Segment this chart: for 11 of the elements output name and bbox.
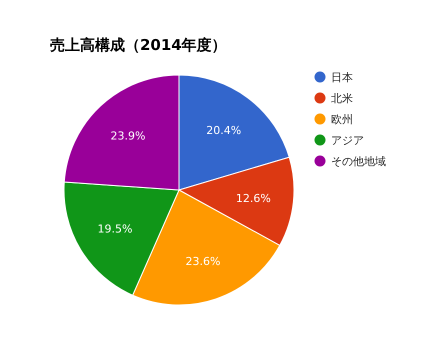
legend-label: 日本 xyxy=(331,71,353,84)
legend-label: その他地域 xyxy=(331,155,386,168)
chart-title: 売上高構成（2014年度） xyxy=(50,36,227,54)
legend-label: アジア xyxy=(331,134,364,147)
data-label: 19.5% xyxy=(98,222,132,236)
data-label: 12.6% xyxy=(236,192,271,205)
data-label: 20.4% xyxy=(206,124,242,138)
data-label: 23.9% xyxy=(110,129,146,142)
data-label: 23.6% xyxy=(186,254,220,268)
legend-label: 北米 xyxy=(331,92,353,105)
legend-label: 欧州 xyxy=(331,113,353,126)
